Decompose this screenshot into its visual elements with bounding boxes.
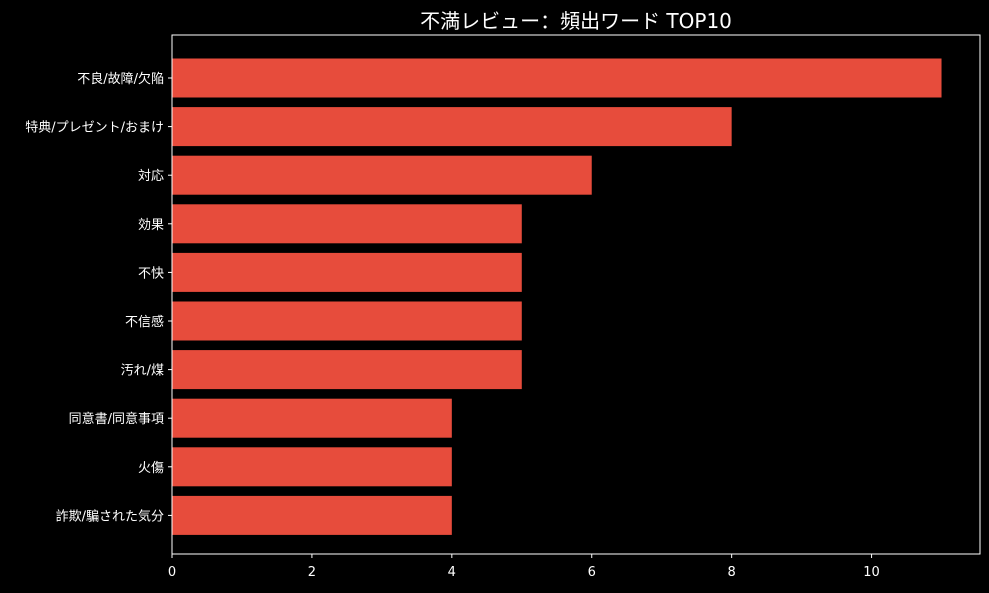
x-tick-label: 6 — [588, 565, 596, 580]
y-tick-label: 特典/プレゼント/おまけ — [25, 121, 164, 136]
y-tick-label: 同意書/同意事項 — [69, 411, 164, 427]
x-axis: 0 2 4 6 8 10 — [168, 554, 880, 580]
bar — [172, 155, 592, 195]
x-tick-label: 4 — [448, 565, 456, 580]
y-tick-label: 対応 — [138, 169, 164, 184]
y-tick-label: 火傷 — [138, 461, 164, 476]
bar — [172, 58, 942, 98]
bar — [172, 447, 452, 487]
bar — [172, 350, 522, 390]
bar — [172, 495, 452, 535]
bar — [172, 301, 522, 341]
bar — [172, 107, 732, 147]
x-tick-label: 8 — [728, 565, 736, 580]
y-tick-label: 不良/故障/欠陥 — [77, 71, 164, 87]
y-tick-label: 詐欺/騙された気分 — [56, 508, 164, 524]
bar — [172, 398, 452, 438]
bars-layer — [172, 58, 942, 535]
bar — [172, 204, 522, 244]
x-tick-label: 10 — [863, 565, 880, 580]
y-tick-label: 不信感 — [125, 314, 164, 330]
y-tick-label: 効果 — [138, 218, 164, 233]
x-tick-label: 0 — [168, 565, 176, 580]
y-axis: 不良/故障/欠陥特典/プレゼント/おまけ対応効果不快不信感汚れ/煤同意書/同意事… — [25, 71, 172, 524]
chart-title: 不満レビュー：頻出ワード TOP10 — [420, 9, 732, 33]
plot-frame — [171, 34, 981, 555]
y-tick-label: 汚れ/煤 — [121, 364, 164, 379]
x-tick-label: 2 — [308, 565, 316, 580]
y-tick-label: 不快 — [138, 266, 164, 281]
bar — [172, 252, 522, 292]
